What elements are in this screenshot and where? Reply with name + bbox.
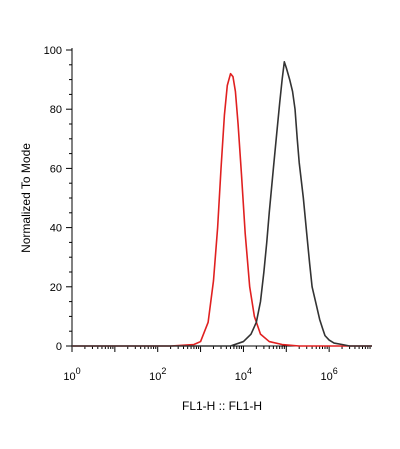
series-line-1 [72, 72, 372, 347]
x-tick-label: 104 [235, 366, 252, 383]
y-tick-label: 100 [44, 45, 62, 57]
y-tick-label: 80 [50, 104, 62, 116]
minor-ticks [69, 64, 371, 349]
y-tick-label: 0 [56, 341, 62, 353]
y-tick-label: 20 [50, 282, 62, 294]
series-line-2 [72, 61, 372, 347]
y-tick-label: 40 [50, 223, 62, 235]
y-axis-label: Normalized To Mode [19, 143, 33, 253]
y-tick-label: 60 [50, 163, 62, 175]
x-tick-label: 102 [149, 366, 166, 383]
series-layer [72, 61, 372, 347]
x-tick-label: 106 [321, 366, 338, 383]
tick-labels: 0 20 40 60 80 100 100 102 104 106 [44, 45, 338, 383]
x-tick-label: 100 [63, 366, 80, 383]
x-axis-label: FL1-H :: FL1-H [182, 399, 262, 413]
